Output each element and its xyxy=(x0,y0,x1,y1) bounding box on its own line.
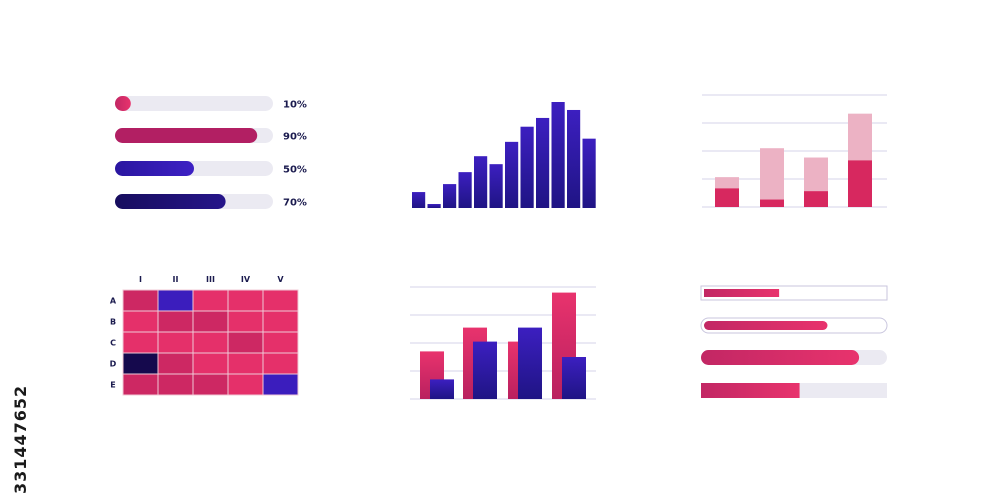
heatmap-column-label: IV xyxy=(241,275,251,284)
heatmap-row-label: C xyxy=(110,339,116,348)
heatmap-cell xyxy=(227,310,264,333)
heatmap-cell xyxy=(262,289,299,312)
progress-fill xyxy=(115,128,258,143)
grouped-column-chart xyxy=(410,286,596,400)
stacked-bar-bottom xyxy=(804,191,828,207)
column-bar xyxy=(443,184,457,208)
bar-fill xyxy=(701,350,860,365)
heatmap-cell xyxy=(157,310,194,333)
heatmap-cell xyxy=(227,352,264,375)
heatmap-cell xyxy=(227,331,264,354)
progress-percent-label: 70% xyxy=(283,198,307,209)
stacked-bar-top xyxy=(804,157,828,192)
progress-percent-label: 90% xyxy=(283,132,307,143)
stacked-bar-top xyxy=(848,113,872,161)
heatmap-cell xyxy=(262,331,299,354)
column-histogram-chart xyxy=(412,102,596,208)
heatmap-cell xyxy=(157,352,194,375)
heatmap-cell xyxy=(122,310,159,333)
bar-fill xyxy=(704,289,780,297)
stacked-bar-bottom xyxy=(715,188,739,207)
heatmap-cell xyxy=(192,289,229,312)
heatmap-column-label: I xyxy=(139,275,142,284)
heatmap-row-label: A xyxy=(110,297,117,306)
heatmap-column-label: III xyxy=(206,275,215,284)
column-bar xyxy=(458,172,472,208)
grouped-bar-blue xyxy=(562,357,586,399)
heatmap-cell xyxy=(122,289,159,312)
grouped-bar-blue xyxy=(473,341,497,399)
heatmap-cell xyxy=(122,373,159,396)
heatmap-row-label: D xyxy=(110,360,117,369)
column-bar xyxy=(551,102,565,208)
heatmap-cell xyxy=(122,331,159,354)
heatmap-cell xyxy=(262,352,299,375)
heatmap-row-label: E xyxy=(110,381,115,390)
stacked-bar-bottom xyxy=(848,160,872,207)
stacked-column-chart xyxy=(702,94,887,208)
progress-track xyxy=(115,96,273,111)
heatmap-cell xyxy=(192,310,229,333)
progress-fill xyxy=(115,194,226,209)
progress-fill xyxy=(115,96,131,111)
stacked-bar-top xyxy=(760,148,784,200)
heatmap-cell xyxy=(262,310,299,333)
heatmap-cell xyxy=(227,373,264,396)
column-bar xyxy=(536,117,550,208)
heatmap-cell xyxy=(122,352,159,375)
column-bar xyxy=(505,141,519,208)
heatmap-cell xyxy=(157,289,194,312)
heatmap-cell xyxy=(227,289,264,312)
progress-fill xyxy=(115,161,194,176)
column-bar xyxy=(474,156,488,208)
stacked-bar-bottom xyxy=(760,199,784,207)
column-bar xyxy=(520,126,534,208)
column-bar xyxy=(567,109,581,208)
heatmap-cell xyxy=(157,331,194,354)
bar-fill xyxy=(701,383,800,398)
grouped-bar-blue xyxy=(430,379,454,399)
heatmap-cell xyxy=(192,352,229,375)
progress-bars-chart: 10% 90% 50% 70% xyxy=(115,96,307,209)
column-bar xyxy=(582,138,596,208)
heatmap-cell xyxy=(262,373,299,396)
stacked-bar-top xyxy=(715,177,739,189)
heatmap-cell xyxy=(192,331,229,354)
progress-percent-label: 10% xyxy=(283,100,307,111)
column-bar xyxy=(427,204,441,208)
heatmap-column-label: II xyxy=(173,275,179,284)
heatmap-cell xyxy=(157,373,194,396)
horizontal-bars-chart xyxy=(700,285,888,398)
grouped-bar-blue xyxy=(518,327,542,399)
column-bar xyxy=(412,192,426,208)
heatmap-column-label: V xyxy=(277,275,284,284)
progress-percent-label: 50% xyxy=(283,165,307,176)
heatmap-cell xyxy=(192,373,229,396)
heatmap-row-label: B xyxy=(110,318,116,327)
bar-fill xyxy=(704,321,828,330)
stock-image-id: 331447652 xyxy=(11,384,30,494)
column-bar xyxy=(489,164,503,208)
